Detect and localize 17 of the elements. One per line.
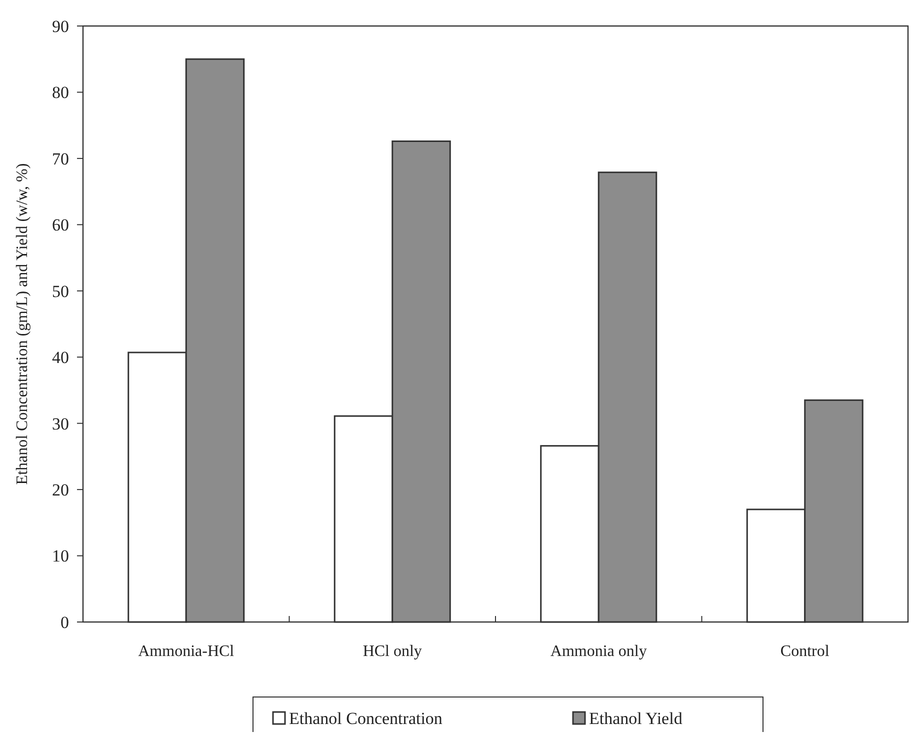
x-tick-label: Control	[780, 643, 830, 660]
y-tick-label: 50	[52, 282, 69, 301]
legend-label: Ethanol Concentration	[289, 709, 443, 728]
y-axis-title: Ethanol Concentration (gm/L) and Yield (w/w, %)	[14, 163, 31, 485]
y-tick-label: 90	[52, 16, 69, 36]
y-tick-label: 80	[52, 83, 69, 102]
y-tick-label: 60	[52, 216, 69, 235]
y-tick-label: 70	[52, 149, 69, 168]
x-tick-label: Ammonia-HCl	[138, 643, 235, 660]
y-tick-label: 10	[52, 546, 69, 566]
legend-label: Ethanol Yield	[589, 709, 683, 728]
y-tick-label: 0	[60, 612, 69, 632]
x-tick-label: HCl only	[362, 643, 422, 660]
y-tick-label: 20	[52, 480, 69, 500]
y-tick-label: 30	[52, 414, 69, 434]
y-tick-label: 40	[52, 348, 69, 368]
x-tick-label: Ammonia only	[550, 643, 647, 660]
